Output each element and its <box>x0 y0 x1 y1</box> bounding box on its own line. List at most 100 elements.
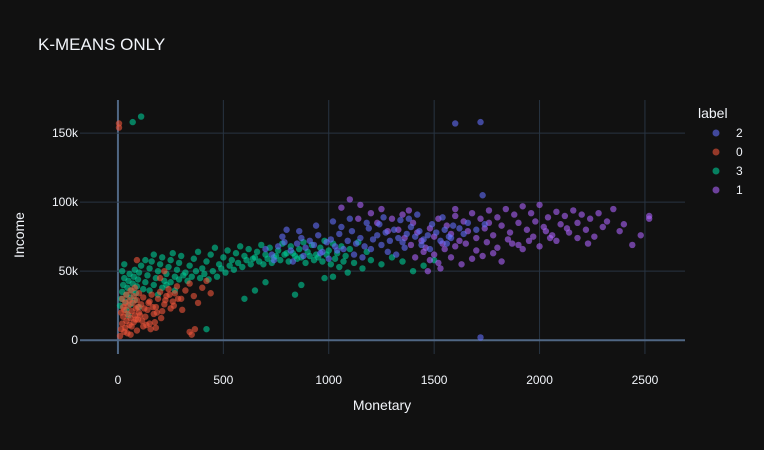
data-point <box>262 279 269 286</box>
data-point <box>336 263 343 271</box>
data-point <box>300 252 307 260</box>
data-point <box>441 245 448 253</box>
legend-item-3[interactable]: 3 <box>712 164 744 178</box>
data-point <box>443 240 450 247</box>
data-point <box>289 258 297 265</box>
data-point <box>346 245 354 253</box>
data-point <box>177 252 185 260</box>
data-point <box>629 241 636 249</box>
data-point <box>342 252 349 260</box>
data-point <box>357 234 364 242</box>
data-point <box>186 262 193 269</box>
data-point <box>586 215 594 222</box>
data-point <box>376 221 383 228</box>
data-point <box>346 196 354 203</box>
data-point <box>190 292 198 300</box>
data-points <box>115 113 653 341</box>
legend-label: 0 <box>736 145 743 159</box>
series-0 <box>115 120 214 340</box>
legend-title: label <box>698 105 728 121</box>
data-point <box>123 291 130 298</box>
data-point <box>344 269 351 276</box>
data-point <box>637 232 644 239</box>
legend[interactable]: label 2 0 3 1 <box>698 105 743 197</box>
data-point <box>439 214 446 221</box>
data-point <box>420 262 427 269</box>
data-point <box>120 303 127 311</box>
data-point <box>188 273 195 280</box>
x-tick-label: 1500 <box>421 373 448 387</box>
data-point <box>220 254 227 261</box>
data-point <box>460 230 467 238</box>
series-2 <box>262 118 488 341</box>
y-tick-label: 150k <box>52 126 79 140</box>
data-point <box>363 219 370 227</box>
data-point <box>144 272 151 279</box>
data-point <box>414 211 421 218</box>
data-point <box>473 226 480 233</box>
data-point <box>145 299 152 307</box>
data-point <box>159 254 166 261</box>
data-point <box>287 247 295 254</box>
data-point <box>355 215 362 222</box>
legend-item-2[interactable]: 2 <box>712 126 744 140</box>
data-point <box>306 252 313 260</box>
data-point <box>340 245 347 253</box>
data-point <box>173 266 181 273</box>
data-point <box>264 255 271 262</box>
legend-marker <box>712 186 720 194</box>
data-point <box>563 225 571 232</box>
legend-item-0[interactable]: 0 <box>712 145 744 159</box>
data-point <box>129 118 136 126</box>
data-point <box>121 261 128 268</box>
data-point <box>530 233 537 240</box>
data-point <box>134 276 142 283</box>
data-point <box>409 267 417 275</box>
data-point <box>274 243 282 250</box>
data-point <box>473 247 480 254</box>
data-point <box>124 330 131 337</box>
data-point <box>253 248 261 256</box>
data-point <box>452 212 459 220</box>
data-point <box>437 265 444 272</box>
data-point <box>319 258 326 265</box>
data-point <box>378 241 385 249</box>
data-point <box>234 259 242 267</box>
data-point <box>336 230 343 238</box>
data-point <box>211 244 219 251</box>
data-point <box>584 240 592 247</box>
data-point <box>374 232 381 239</box>
legend-marker <box>712 167 720 175</box>
data-point <box>281 238 288 246</box>
data-point <box>502 205 510 213</box>
legend-label: 3 <box>736 164 743 178</box>
data-point <box>268 251 276 258</box>
data-point <box>620 221 628 228</box>
data-point <box>515 241 522 249</box>
data-point <box>167 256 174 264</box>
data-point <box>378 261 385 268</box>
data-point <box>428 221 436 228</box>
data-point <box>174 295 182 302</box>
data-point <box>479 192 486 199</box>
data-point <box>447 234 455 242</box>
data-point <box>382 229 389 236</box>
data-point <box>247 261 254 268</box>
data-point <box>388 215 396 222</box>
data-point <box>574 234 581 242</box>
data-point <box>433 229 440 236</box>
data-point <box>209 267 217 275</box>
legend-item-1[interactable]: 1 <box>712 183 744 197</box>
data-point <box>578 211 585 218</box>
data-point <box>118 267 126 275</box>
data-point <box>449 222 457 229</box>
data-point <box>116 332 124 340</box>
data-point <box>226 262 233 269</box>
data-point <box>452 205 459 213</box>
data-point <box>296 245 303 253</box>
data-point <box>479 252 486 260</box>
data-point <box>405 215 413 222</box>
data-point <box>169 250 176 257</box>
data-point <box>403 230 410 238</box>
data-point <box>338 204 345 211</box>
